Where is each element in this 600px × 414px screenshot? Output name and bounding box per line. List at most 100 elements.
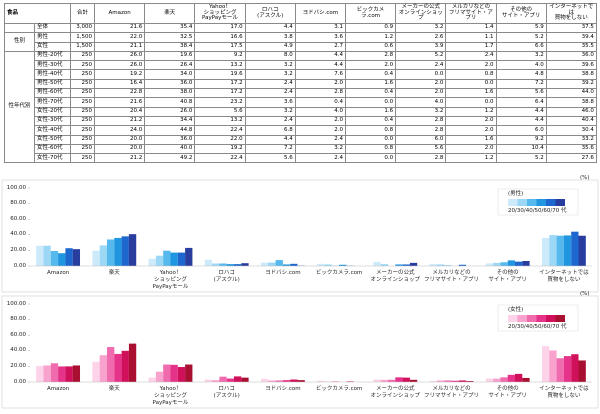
bar bbox=[451, 380, 459, 382]
bar bbox=[204, 379, 213, 382]
x-tick-label: Yahoo！ ショッピング PayPayモール bbox=[152, 386, 189, 406]
bar bbox=[241, 377, 249, 382]
table-row: 女性-20代 250 20.4 26.0 5.6 3.2 4.0 1.6 3.2 1.2 4.4 46… bbox=[5, 106, 597, 117]
bar bbox=[324, 264, 332, 266]
bar bbox=[541, 237, 550, 266]
bar bbox=[114, 353, 122, 382]
x-tick-label: ヨドバシ.com bbox=[265, 386, 301, 392]
legend-label: 20/30/40/50/60/70 代 bbox=[508, 208, 567, 214]
bar bbox=[458, 264, 467, 266]
bar bbox=[275, 380, 283, 382]
cell: 5.6 bbox=[244, 153, 296, 164]
bar bbox=[444, 265, 452, 266]
bar bbox=[563, 356, 572, 382]
bar bbox=[148, 258, 156, 266]
y-tick-label: 40.00 bbox=[10, 231, 26, 238]
cell: 2.4 bbox=[294, 153, 346, 164]
bar bbox=[185, 247, 193, 266]
bar bbox=[549, 350, 557, 382]
bar bbox=[58, 253, 66, 266]
x-tick-label: メーカーの公式 オンラインショップ bbox=[370, 270, 421, 283]
bar bbox=[128, 343, 137, 382]
legend-label: 20/30/40/50/60/70 代 bbox=[508, 324, 567, 330]
x-tick-label: ロハコ (アスクル) bbox=[213, 270, 240, 283]
bar bbox=[170, 364, 178, 382]
legend-title: (男性) bbox=[508, 191, 524, 197]
bar bbox=[563, 235, 572, 266]
bar bbox=[317, 380, 325, 382]
cell: 0.0 bbox=[344, 153, 397, 164]
data-table: 食品 合計 Amazon 楽天 Yahoo！ ショッピング PayPayモール ロハコ (… bbox=[3, 3, 597, 164]
bar bbox=[128, 234, 137, 266]
bar bbox=[177, 252, 186, 266]
unit-label: (%) bbox=[580, 175, 590, 181]
bar bbox=[429, 264, 437, 266]
bar bbox=[578, 235, 586, 266]
bar bbox=[58, 366, 66, 382]
x-tick-label: Yahoo！ ショッピング PayPayモール bbox=[152, 270, 189, 290]
bar bbox=[177, 367, 186, 382]
bar bbox=[409, 262, 418, 266]
y-tick-label: 100.00 bbox=[6, 184, 26, 191]
header-cell: インターネットでは 買物をしない bbox=[545, 3, 597, 24]
bar bbox=[234, 376, 242, 382]
bar bbox=[275, 260, 283, 266]
x-tick-label: ビックカメラ.com bbox=[315, 386, 363, 392]
bar bbox=[402, 377, 410, 382]
chart-frame bbox=[1, 295, 599, 409]
bar bbox=[507, 374, 516, 382]
bar bbox=[466, 381, 474, 382]
bar bbox=[65, 366, 73, 382]
x-tick-label: Amazon bbox=[46, 270, 70, 276]
bar bbox=[395, 377, 403, 382]
legend-swatch bbox=[555, 199, 565, 206]
bar bbox=[458, 380, 467, 382]
y-tick-label: 80.00 bbox=[10, 316, 26, 323]
bar bbox=[106, 347, 115, 382]
bar bbox=[402, 264, 410, 266]
legend-swatch bbox=[508, 315, 518, 322]
bar bbox=[170, 252, 178, 266]
bar bbox=[148, 377, 156, 382]
bar bbox=[50, 251, 59, 266]
table-row: 男性-30代 250 26.0 26.4 13.2 3.2 4.4 2.0 2.4 2.0 4.0 3… bbox=[5, 60, 597, 71]
bar bbox=[317, 263, 325, 266]
row-label: 女性-70代 bbox=[33, 153, 72, 164]
bar bbox=[219, 263, 227, 266]
legend-title: (女性) bbox=[508, 307, 524, 313]
bar bbox=[282, 264, 291, 266]
bar bbox=[493, 262, 501, 266]
bar bbox=[43, 365, 51, 382]
legend-swatch bbox=[517, 315, 527, 322]
bar bbox=[549, 235, 557, 266]
bar bbox=[106, 239, 115, 266]
bar bbox=[121, 350, 129, 382]
header-row: 食品 合計 Amazon 楽天 Yahoo！ ショッピング PayPayモール ロハコ (… bbox=[3, 3, 597, 24]
legend-swatch bbox=[536, 315, 546, 322]
bar bbox=[515, 373, 523, 382]
bar bbox=[241, 263, 249, 266]
bar bbox=[541, 346, 550, 382]
x-tick-label: メルカリなどの フリマサイト・アプリ bbox=[423, 386, 479, 399]
bar bbox=[500, 262, 508, 266]
bar bbox=[163, 364, 171, 382]
bar bbox=[43, 245, 51, 266]
bar bbox=[297, 380, 305, 382]
bar bbox=[436, 380, 445, 382]
bar bbox=[260, 262, 269, 266]
bar bbox=[556, 235, 564, 266]
bar bbox=[507, 260, 516, 266]
x-tick-label: 楽天 bbox=[108, 270, 120, 276]
x-tick-label: ビックカメラ.com bbox=[315, 270, 363, 276]
y-tick-label: 80.00 bbox=[10, 200, 26, 207]
bar bbox=[163, 250, 171, 266]
bar bbox=[219, 376, 227, 382]
x-tick-label: 楽天 bbox=[108, 386, 120, 392]
bar bbox=[114, 237, 122, 266]
x-tick-label: その他の サイト・アプリ bbox=[488, 270, 527, 283]
bar bbox=[72, 249, 81, 266]
bar bbox=[578, 360, 586, 382]
table-row: 女性-70代 250 21.2 49.2 22.4 5.6 2.4 0.0 2.8 1.2 5.2 2… bbox=[5, 153, 597, 164]
y-tick-label: 0.00 bbox=[13, 262, 26, 269]
